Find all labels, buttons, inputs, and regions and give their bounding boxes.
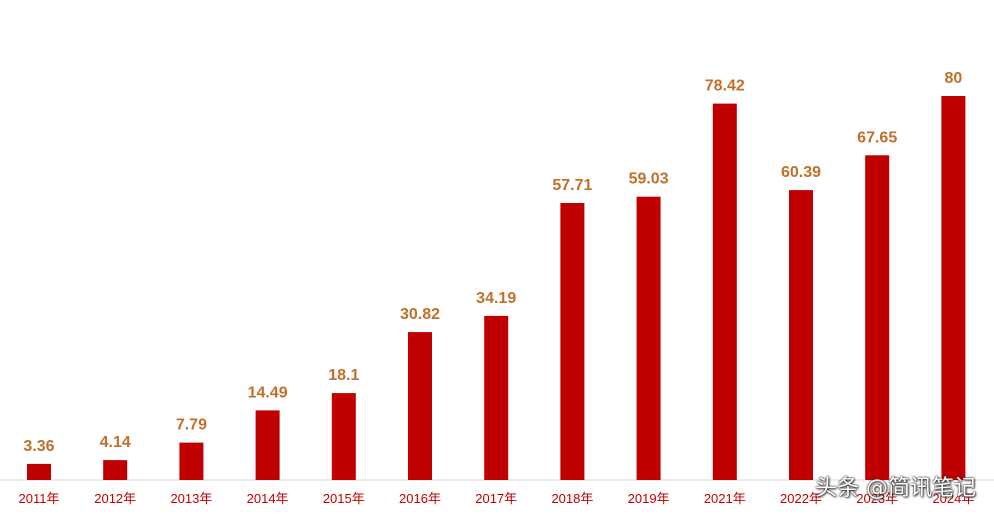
x-tick-label: 2013年 [170,491,212,506]
bar-value-label: 34.19 [476,290,516,307]
bar [179,442,204,480]
bar [331,393,356,480]
x-tick-label: 2014年 [247,491,289,506]
x-tick-label: 2019年 [628,491,670,506]
x-tick-label: 2012年 [94,491,136,506]
x-tick-label: 2011年 [19,491,60,506]
bar-value-label: 59.03 [629,171,669,188]
x-tick-label: 2016年 [399,491,441,506]
bar-value-label: 78.42 [705,78,745,95]
x-tick-label: 2015年 [323,491,365,506]
x-tick-label: 2023年 [856,491,898,506]
bar-value-label: 3.36 [23,438,54,455]
x-tick-labels-group: 2011年 2012年 2013年 2014年 2015年 2016年 2017年 2018年… [19,491,975,506]
bar-value-label: 4.14 [100,434,131,451]
watermark-text: 头条 @简讯笔记 [815,476,976,501]
bar [941,96,966,480]
x-tick-label: 2017年 [475,491,517,506]
bar-value-label: 18.1 [328,367,359,384]
bar [484,315,509,480]
bar-value-label: 80 [945,70,963,87]
bar [103,460,128,480]
bar-value-label: 14.49 [248,384,288,401]
bars-group [27,96,966,481]
bar [636,196,661,480]
bar [712,103,737,480]
bar-value-label: 57.71 [552,177,592,194]
x-tick-label: 2024年 [932,491,974,506]
bar-value-label: 60.39 [781,164,821,181]
x-tick-label: 2018年 [551,491,593,506]
bar [255,410,280,480]
bar [789,190,813,480]
bar-value-label: 7.79 [176,417,207,434]
bar [560,203,585,480]
x-tick-label: 2021年 [704,491,746,506]
bar [865,155,890,481]
bar-value-label: 67.65 [857,129,897,146]
bar-value-label: 30.82 [400,306,440,323]
bar [27,463,51,480]
value-labels-group: 3.36 4.14 7.79 14.49 18.1 30.82 34.19 57.71 59.0… [23,70,962,455]
bar [408,332,432,480]
x-tick-label: 2022年 [780,491,822,506]
